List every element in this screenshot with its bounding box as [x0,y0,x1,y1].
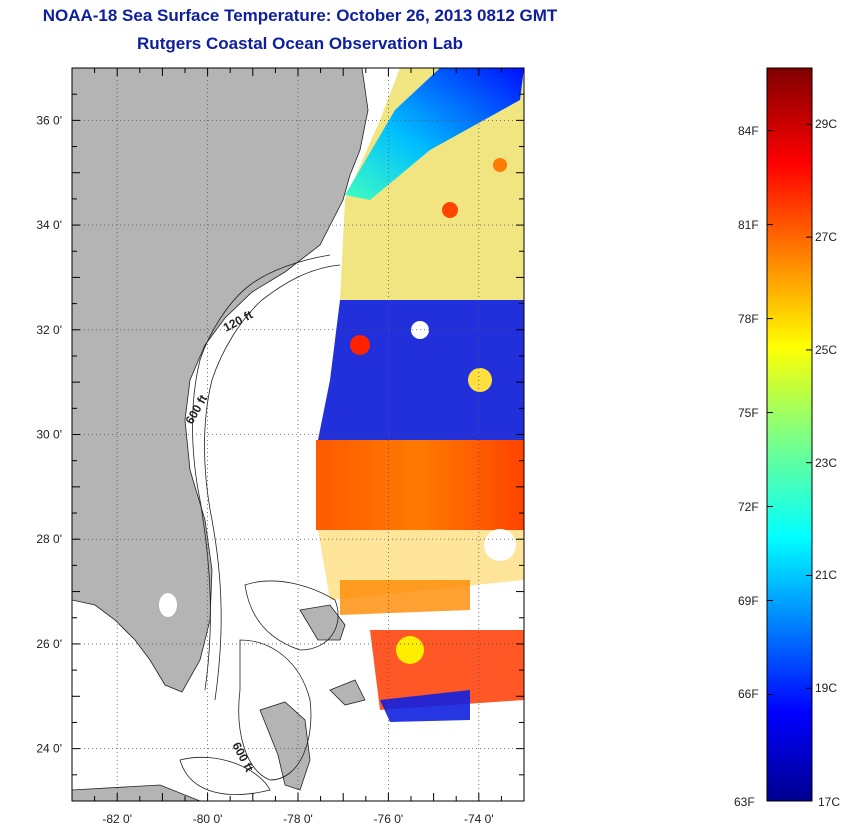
fahrenheit-label: 78F [738,311,759,326]
lat-tick-label: 26 0' [36,637,62,651]
lon-tick-label: -76 0' [374,812,404,826]
fahrenheit-label: 66F [738,687,759,702]
lon-tick-label: -78 0' [283,812,313,826]
lon-tick-label: -74 0' [464,812,494,826]
celsius-label: 29C [815,117,838,132]
lat-tick-label: 36 0' [36,113,62,127]
lat-tick-label: 24 0' [36,742,62,756]
fahrenheit-label: 69F [738,593,759,608]
longitude-axis: -82 0' -80 0' -78 0' -76 0' -74 0' [71,68,525,826]
celsius-label: 25C [815,342,838,357]
celsius-label: 19C [815,681,838,696]
celsius-label: 27C [815,230,838,245]
lat-tick-label: 30 0' [36,428,62,442]
celsius-label: 23C [815,455,838,470]
lake-okeechobee [159,593,177,617]
landmass [72,68,369,801]
map-title: NOAA-18 Sea Surface Temperature: October… [42,6,558,25]
fahrenheit-label: 63F [734,795,755,809]
celsius-label: 17C [818,795,841,809]
lon-tick-label: -82 0' [102,812,132,826]
graticule [72,68,524,801]
fahrenheit-label: 84F [738,123,759,138]
colorbar-ticks [767,123,812,695]
latitude-axis: 36 0' 34 0' 32 0' 30 0' 28 0' 26 0' 24 0' [36,67,524,802]
celsius-label: 21C [815,568,838,583]
colorbar [766,67,813,802]
fahrenheit-label: 72F [738,499,759,514]
map-subtitle: Rutgers Coastal Ocean Observation Lab [137,34,463,53]
fahrenheit-label: 75F [738,405,759,420]
lat-tick-label: 32 0' [36,323,62,337]
lat-tick-label: 28 0' [36,532,62,546]
sst-swath [312,68,524,801]
lon-tick-label: -80 0' [193,812,223,826]
lat-tick-label: 34 0' [36,218,62,232]
fahrenheit-label: 81F [738,217,759,232]
